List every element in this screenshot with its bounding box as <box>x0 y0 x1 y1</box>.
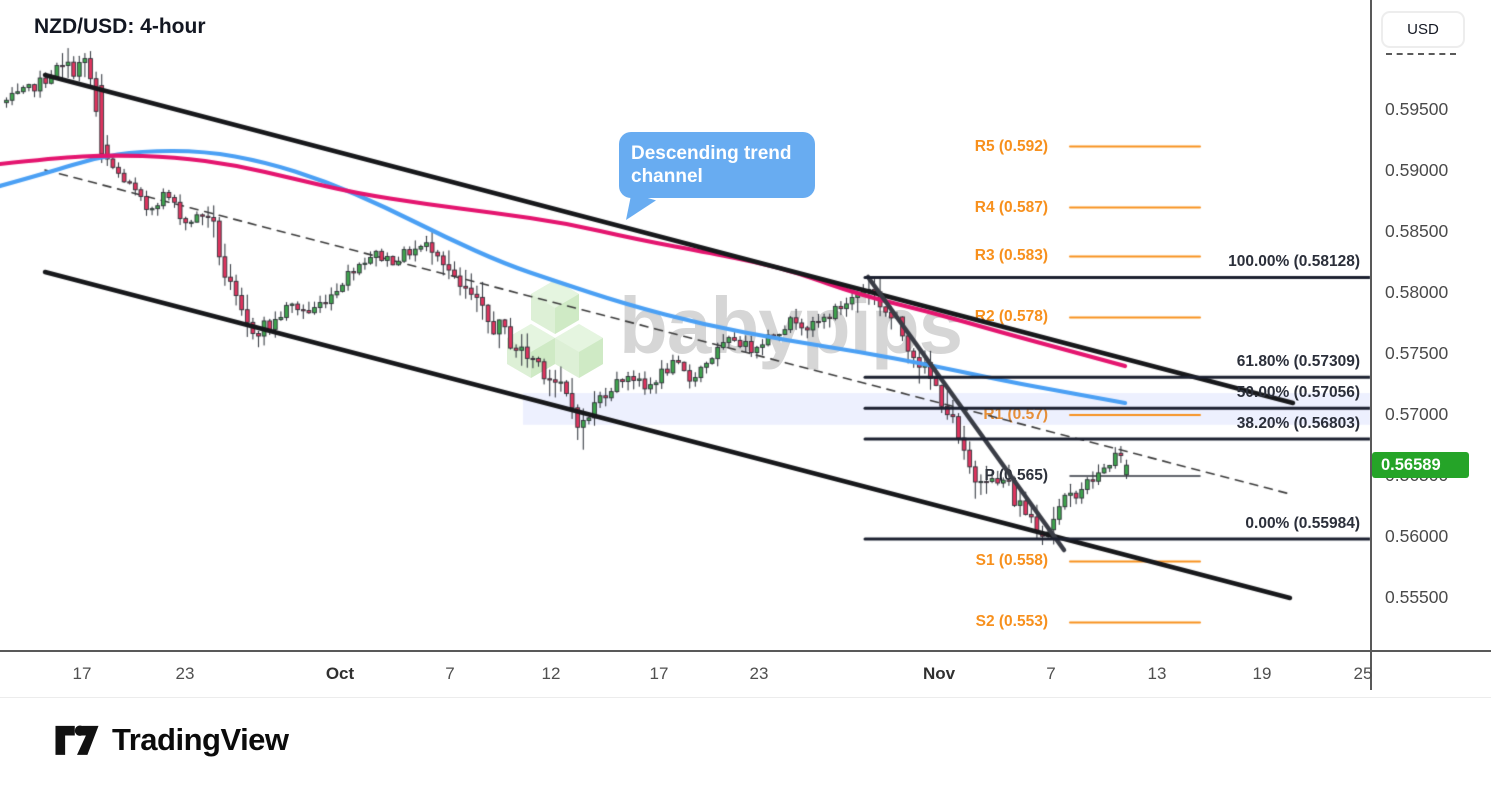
fib-label: 50.00% (0.57056) <box>1236 384 1360 402</box>
time-tick: Nov <box>922 664 956 683</box>
price-axis-border[interactable] <box>1370 0 1372 690</box>
callout-tail <box>626 193 656 220</box>
price-tick: 0.59500 <box>1385 99 1449 119</box>
time-tick: Oct <box>325 664 355 683</box>
fib-label: 61.80% (0.57309) <box>1236 353 1360 371</box>
fib-label: 0.00% (0.55984) <box>1245 514 1360 532</box>
time-tick: 23 <box>749 664 769 683</box>
trend-channel-callout: Descending trend channel <box>619 132 815 220</box>
time-tick: 12 <box>541 664 561 683</box>
callout-text: Descending trend channel <box>631 143 792 187</box>
page-title: NZD/USD: 4-hour <box>34 15 206 38</box>
tradingview-icon <box>55 725 99 755</box>
price-tick: 0.57000 <box>1385 404 1449 424</box>
price-tick: 0.55500 <box>1385 587 1449 607</box>
price-tick: 0.58500 <box>1385 221 1449 241</box>
tradingview-logo-text: TradingView <box>112 722 289 757</box>
time-tick: 17 <box>649 664 669 683</box>
time-axis-border[interactable] <box>0 650 1491 652</box>
price-scale-dashed-tick <box>1386 53 1456 55</box>
bottom-strip-divider <box>0 697 1491 698</box>
fib-label: 100.00% (0.58128) <box>1228 253 1360 271</box>
time-tick: 19 <box>1252 664 1272 683</box>
tradingview-logo[interactable]: TradingView <box>54 720 289 760</box>
price-tick: 0.56000 <box>1385 526 1449 546</box>
price-tick: 0.59000 <box>1385 160 1449 180</box>
price-tick: 0.58000 <box>1385 282 1449 302</box>
time-tick: 7 <box>445 664 455 683</box>
time-tick: 13 <box>1147 664 1167 683</box>
time-tick: 25 <box>1353 664 1373 683</box>
time-tick: 23 <box>175 664 195 683</box>
last-price-badge: 0.56589 <box>1372 452 1469 478</box>
currency-button[interactable]: USD <box>1381 11 1465 48</box>
fib-label: 38.20% (0.56803) <box>1236 415 1360 433</box>
time-tick: 7 <box>1046 664 1056 683</box>
price-tick: 0.57500 <box>1385 343 1449 363</box>
time-tick: 17 <box>72 664 92 683</box>
